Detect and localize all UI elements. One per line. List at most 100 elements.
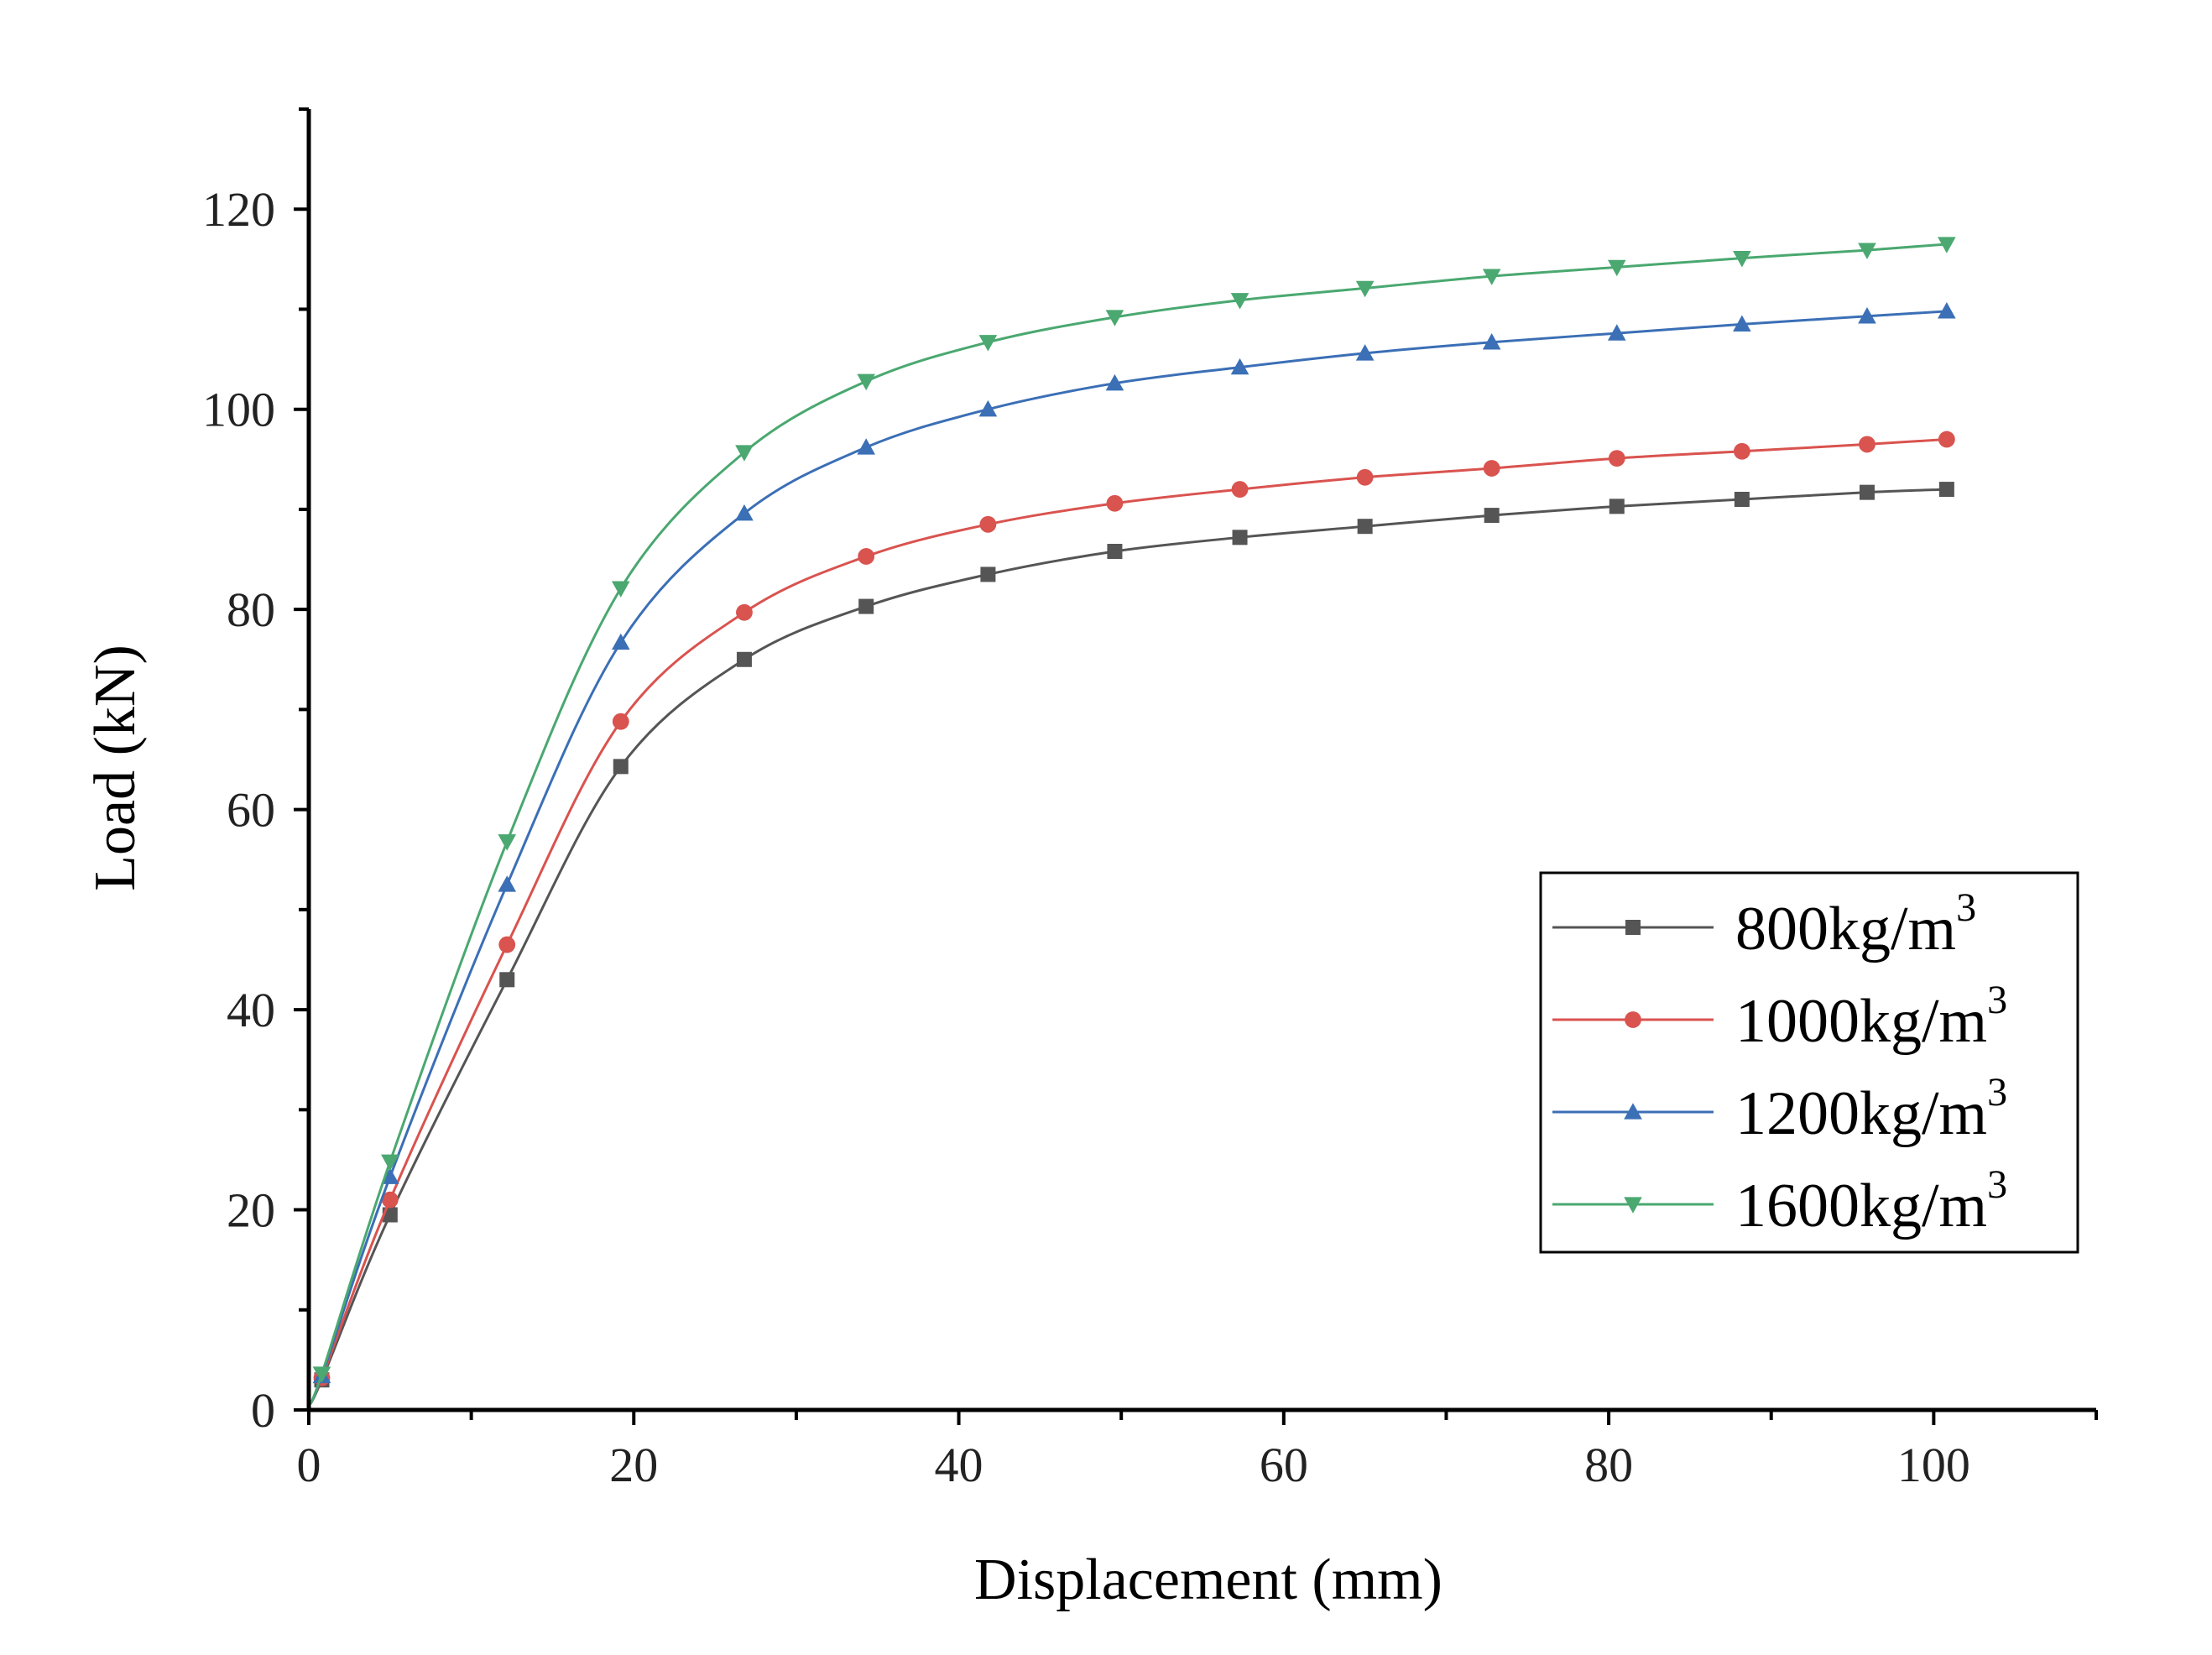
series-2: [307, 302, 1956, 1406]
y-tick-label: 80: [227, 582, 275, 637]
data-point-3: [1482, 269, 1501, 285]
data-point-3: [1607, 259, 1626, 277]
data-point-2: [1858, 307, 1876, 324]
data-point-2: [611, 633, 630, 650]
series-line-3: [307, 243, 1947, 1406]
legend-box: [1539, 871, 2079, 1254]
data-point-3: [312, 1366, 331, 1383]
legend-label: 1600kg/m3: [1735, 1162, 2007, 1240]
data-point-1: [1356, 468, 1374, 486]
data-point-0: [1484, 508, 1500, 524]
data-point-1: [612, 713, 629, 730]
series-0: [307, 482, 1954, 1406]
data-point-2: [381, 1167, 399, 1184]
legend-label: 1200kg/m3: [1735, 1070, 2007, 1148]
data-point-2: [735, 504, 754, 521]
data-point-0: [1107, 544, 1123, 559]
data-point-3: [381, 1154, 399, 1172]
data-point-0: [613, 759, 629, 775]
data-point-1: [1733, 442, 1750, 460]
legend-item-2: 1200kg/m3: [1552, 1070, 2007, 1148]
data-point-3: [1858, 243, 1876, 259]
data-point-0: [1609, 499, 1625, 514]
data-point-2: [1938, 302, 1956, 319]
y-tick-label: 120: [202, 182, 275, 237]
data-point-1: [1938, 431, 1955, 448]
series-3: [307, 237, 1956, 1406]
data-point-1: [498, 936, 516, 953]
data-point-1: [1859, 436, 1876, 453]
data-point-3: [1105, 310, 1124, 326]
data-point-1: [979, 515, 997, 533]
legend-label-text: 1000kg/m: [1735, 987, 1987, 1056]
legend-label: 800kg/m3: [1735, 885, 1976, 963]
data-point-1: [858, 548, 875, 565]
data-point-3: [1938, 237, 1956, 253]
data-point-2: [1733, 315, 1751, 332]
data-point-2: [978, 399, 998, 417]
data-point-3: [1355, 280, 1375, 298]
legend-label-superscript: 3: [1987, 1162, 2007, 1207]
legend-marker: [1624, 1197, 1642, 1214]
data-point-3: [1733, 251, 1751, 268]
y-tick-label: 100: [202, 383, 275, 437]
data-point-1: [1106, 494, 1124, 512]
y-tick-label: 60: [227, 783, 275, 838]
legend-label-superscript: 3: [1987, 978, 2007, 1022]
data-point-1: [381, 1191, 399, 1209]
x-tick-label: 40: [935, 1438, 983, 1492]
data-point-0: [1232, 530, 1248, 546]
x-tick-label: 0: [297, 1438, 321, 1492]
data-point-3: [1230, 293, 1249, 310]
x-tick-label: 80: [1584, 1438, 1633, 1492]
legend-marker: [1625, 920, 1641, 935]
data-point-2: [1607, 324, 1626, 341]
data-point-0: [1357, 519, 1373, 535]
data-point-2: [498, 875, 517, 892]
data-point-2: [1230, 358, 1249, 375]
data-point-2: [1105, 373, 1124, 391]
data-point-2: [857, 438, 875, 455]
data-point-1: [1231, 481, 1249, 498]
y-axis-title: Load (kN): [83, 645, 148, 891]
legend-label: 1000kg/m3: [1735, 978, 2007, 1056]
legend-item-0: 800kg/m3: [1552, 885, 1976, 963]
y-tick-label: 40: [227, 983, 275, 1037]
data-point-0: [1938, 482, 1954, 498]
data-point-0: [1734, 492, 1750, 507]
y-tick-label: 20: [227, 1183, 275, 1238]
data-point-0: [980, 566, 996, 582]
data-point-1: [736, 603, 753, 621]
data-point-3: [735, 445, 754, 462]
legend-label-superscript: 3: [1987, 1070, 2007, 1115]
data-point-1: [1483, 460, 1500, 477]
data-point-1: [1608, 450, 1625, 467]
x-tick-label: 100: [1897, 1438, 1970, 1492]
data-point-0: [858, 598, 874, 614]
data-point-2: [1482, 333, 1501, 350]
legend-item-3: 1600kg/m3: [1552, 1162, 2007, 1240]
x-tick-label: 60: [1260, 1438, 1308, 1492]
legend-label-text: 1600kg/m: [1735, 1172, 1987, 1240]
series-1: [307, 431, 1955, 1406]
data-point-3: [611, 581, 630, 598]
data-point-2: [1355, 344, 1375, 361]
legend-marker: [1624, 1103, 1642, 1120]
data-point-3: [857, 373, 875, 391]
x-axis-title: Displacement (mm): [974, 1548, 1442, 1612]
legend-label-text: 800kg/m: [1735, 895, 1956, 963]
data-point-3: [978, 335, 998, 352]
data-point-0: [1859, 484, 1875, 500]
x-tick-label: 20: [609, 1438, 658, 1492]
legend-item-1: 1000kg/m3: [1552, 978, 2007, 1056]
data-point-3: [498, 834, 517, 851]
legend-marker: [1625, 1011, 1641, 1028]
data-point-0: [736, 651, 752, 667]
axes-group: 0 20 40 60 80 100 0 20 40 60 80 100 120: [202, 107, 2098, 1492]
plot-series-group: [307, 237, 1956, 1406]
y-tick-label: 0: [251, 1383, 275, 1438]
legend-label-text: 1200kg/m: [1735, 1079, 1987, 1148]
legend-label-superscript: 3: [1956, 885, 1976, 930]
